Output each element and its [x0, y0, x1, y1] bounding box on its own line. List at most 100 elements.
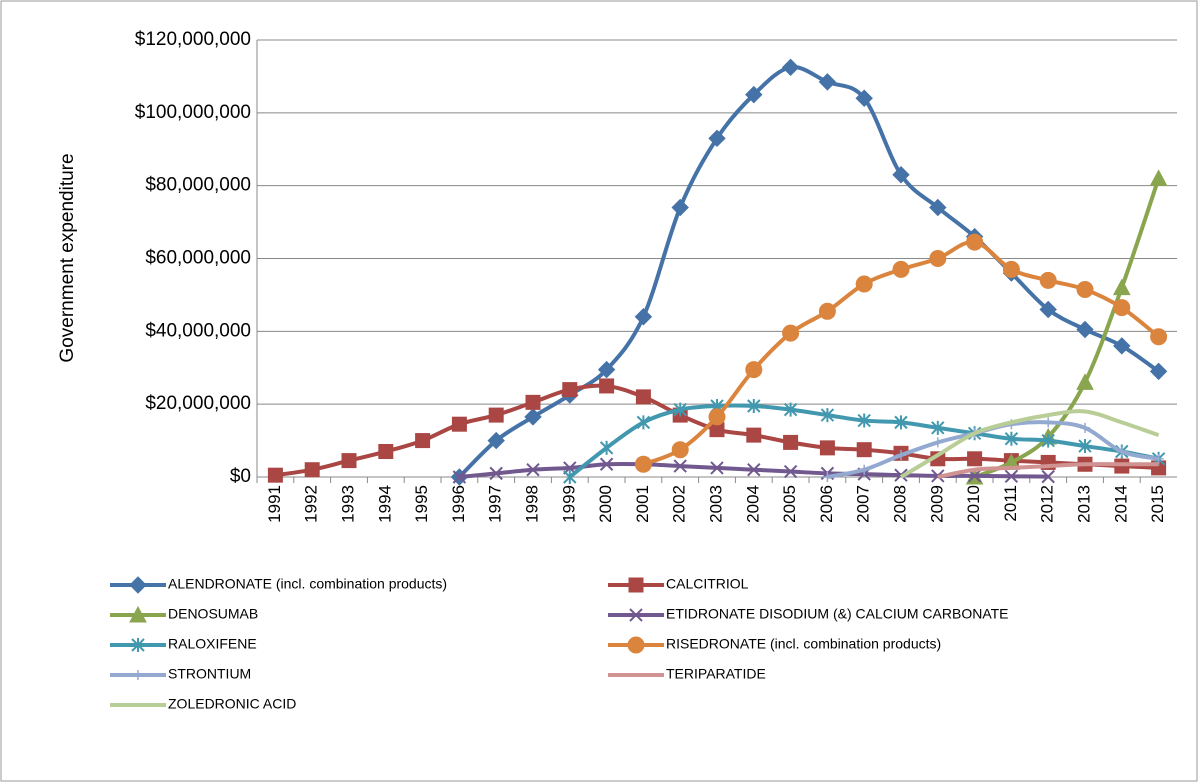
- x-tick-label: 1999: [559, 485, 578, 523]
- marker: [1002, 260, 1020, 278]
- marker: [1041, 469, 1055, 484]
- x-tick-label: 2011: [1001, 485, 1020, 522]
- x-tick-label: 2007: [854, 485, 873, 523]
- legend-label: ALENDRONATE (incl. combination products): [168, 576, 447, 592]
- marker: [966, 233, 984, 251]
- marker: [708, 129, 726, 148]
- marker: [304, 462, 320, 478]
- marker: [859, 464, 870, 475]
- marker: [857, 413, 871, 428]
- marker: [929, 198, 947, 217]
- x-tick-label: 1998: [522, 485, 541, 523]
- marker: [1113, 337, 1131, 355]
- marker: [1043, 417, 1054, 428]
- marker: [563, 470, 577, 484]
- marker: [967, 451, 983, 467]
- marker: [931, 420, 945, 435]
- marker: [1078, 439, 1092, 454]
- x-tick-label: 2014: [1111, 485, 1130, 523]
- marker: [599, 457, 614, 471]
- legend-label: CALCITRIOL: [666, 576, 749, 592]
- marker: [597, 360, 616, 379]
- marker: [819, 440, 835, 456]
- marker: [629, 608, 643, 622]
- marker: [1076, 280, 1094, 298]
- x-tick-label: 2003: [706, 485, 725, 523]
- line: [457, 65, 1160, 479]
- marker: [1113, 299, 1131, 317]
- marker: [341, 453, 357, 469]
- x-tick-label: 1993: [338, 485, 357, 523]
- marker: [451, 416, 467, 432]
- marker: [1039, 300, 1057, 319]
- x-tick-label: 1992: [302, 485, 321, 523]
- marker: [627, 636, 645, 654]
- marker: [896, 450, 906, 461]
- marker: [746, 427, 762, 443]
- x-tick-label: 2015: [1148, 485, 1167, 523]
- marker: [710, 461, 724, 475]
- marker: [1039, 271, 1057, 289]
- marker: [745, 85, 763, 104]
- x-tick-label: 2005: [780, 485, 799, 523]
- legend-label: DENOSUMAB: [168, 606, 258, 622]
- marker: [747, 463, 761, 477]
- x-tick-label: 2002: [670, 485, 689, 523]
- marker: [129, 605, 147, 623]
- marker: [634, 308, 653, 326]
- marker: [856, 442, 872, 458]
- y-tick-label: $120,000,000: [135, 29, 251, 50]
- marker: [783, 402, 798, 417]
- marker: [129, 576, 147, 594]
- x-tick-label: 1996: [449, 485, 468, 523]
- x-tick-label: 2004: [743, 485, 762, 523]
- marker: [894, 415, 908, 430]
- marker: [1153, 453, 1164, 464]
- marker: [818, 73, 837, 91]
- marker: [818, 302, 836, 320]
- x-tick-label: 2009: [927, 485, 946, 523]
- marker: [524, 408, 542, 426]
- marker: [267, 467, 283, 483]
- marker: [599, 378, 615, 394]
- x-tick-label: 2008: [890, 485, 909, 523]
- y-axis-label: Government expenditure: [57, 153, 78, 362]
- marker: [708, 408, 726, 426]
- x-tick-label: 1994: [375, 485, 394, 523]
- marker: [488, 407, 504, 423]
- marker: [1080, 422, 1090, 433]
- marker: [133, 670, 143, 680]
- marker: [822, 472, 833, 482]
- line: [937, 462, 1159, 479]
- series: [899, 409, 1160, 479]
- marker: [820, 408, 835, 423]
- marker: [1076, 320, 1094, 339]
- marker: [673, 402, 687, 417]
- marker: [526, 463, 540, 477]
- series: [937, 462, 1159, 479]
- marker: [783, 434, 799, 450]
- marker: [1149, 169, 1168, 186]
- y-tick-label: $100,000,000: [135, 102, 251, 123]
- marker: [855, 89, 873, 107]
- marker: [929, 250, 947, 267]
- x-tick-label: 2010: [964, 485, 983, 523]
- legend-label: RISEDRONATE (incl. combination products): [666, 636, 941, 652]
- x-tick-label: 2013: [1074, 485, 1093, 523]
- marker: [415, 433, 431, 449]
- x-tick-label: 2006: [817, 485, 836, 523]
- line: [899, 409, 1160, 479]
- y-tick-label: $40,000,000: [145, 320, 251, 341]
- y-tick-label: $20,000,000: [145, 393, 251, 414]
- x-tick-label: 2001: [633, 485, 652, 523]
- legend-label: ETIDRONATE DISODIUM (&) CALCIUM CARBONAT…: [666, 606, 1009, 622]
- marker: [487, 431, 505, 450]
- legend-label: RALOXIFENE: [168, 636, 257, 652]
- marker: [673, 459, 687, 473]
- marker: [1076, 373, 1094, 390]
- marker: [599, 440, 614, 455]
- marker: [628, 577, 644, 593]
- marker: [892, 166, 910, 184]
- marker: [1004, 469, 1019, 483]
